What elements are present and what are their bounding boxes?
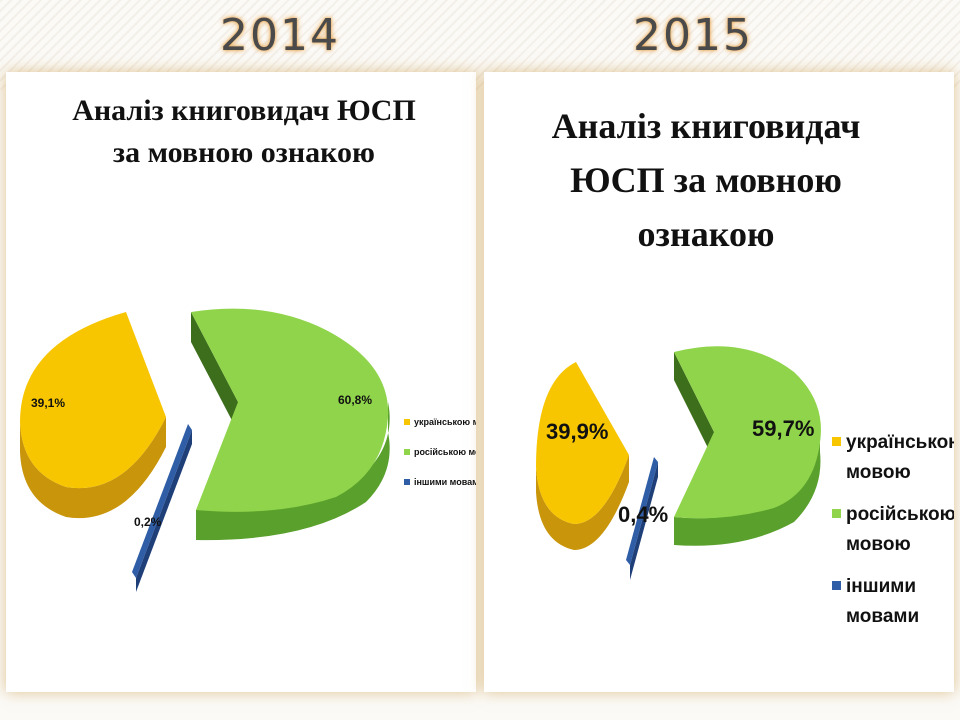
- year-2014-heading: 2014: [220, 10, 340, 61]
- legend-label-other-line-2: мовами: [846, 606, 919, 627]
- legend-label-ukrainian-line-2: мовою: [846, 462, 911, 483]
- data-label-ukrainian: 39,1%: [31, 396, 65, 410]
- slice-russian-top: [191, 308, 389, 512]
- slice-russian-top: [674, 346, 821, 519]
- legend-label-ukrainian: українською мовою: [414, 417, 476, 427]
- slice-russian-side: [191, 312, 238, 432]
- legend-label-russian: російською мовою: [414, 447, 476, 457]
- slice-ukrainian-top: [20, 312, 166, 489]
- legend-swatch-russian: [832, 509, 841, 518]
- chart-panel-2014: Аналіз книговидач ЮСП за мовною ознакою …: [6, 72, 476, 692]
- legend-label-other: іншими мовами: [414, 477, 476, 487]
- chart-title-line-2: за мовною ознакою: [113, 136, 375, 169]
- data-label-ukrainian: 39,9%: [546, 419, 608, 444]
- legend-swatch-other: [832, 581, 841, 590]
- legend-swatch-russian: [404, 449, 410, 455]
- slice-ukrainian-top: [536, 362, 629, 524]
- chart-title-line-3: ознакою: [638, 214, 775, 254]
- legend-swatch-ukrainian: [404, 419, 410, 425]
- year-2015-heading: 2015: [633, 10, 753, 61]
- chart-title-line-1: Аналіз книговидач: [552, 106, 861, 146]
- data-label-russian: 60,8%: [338, 393, 372, 407]
- legend-swatch-ukrainian: [832, 437, 841, 446]
- slice-other-top: [132, 424, 192, 578]
- slice-ukrainian-side: [536, 362, 629, 550]
- legend-label-other-line-1: іншими: [846, 576, 916, 597]
- slice-russian-front: [196, 402, 390, 541]
- slice-other-side: [136, 430, 192, 592]
- chart-panel-2015: Аналіз книговидач ЮСП за мовною ознакою …: [484, 72, 954, 692]
- legend-label-russian-line-1: російською: [846, 504, 954, 525]
- slice-other-side: [630, 462, 658, 580]
- chart-title-line-2: ЮСП за мовною: [570, 160, 842, 200]
- chart-title-line-1: Аналіз книговидач ЮСП: [72, 94, 416, 127]
- pie-chart-2015: Аналіз книговидач ЮСП за мовною ознакою …: [536, 106, 954, 627]
- legend-label-russian-line-2: мовою: [846, 534, 911, 555]
- slice-other-top: [626, 457, 658, 565]
- data-label-other: 0,4%: [618, 502, 668, 527]
- pie-chart-2014: Аналіз книговидач ЮСП за мовною ознакою …: [20, 94, 476, 592]
- data-label-russian: 59,7%: [752, 416, 814, 441]
- legend-label-ukrainian-line-1: українською: [846, 432, 954, 453]
- legend-swatch-other: [404, 479, 410, 485]
- slice-russian-side: [674, 352, 714, 460]
- data-label-other: 0,2%: [134, 515, 162, 529]
- slice-russian-front: [674, 422, 821, 546]
